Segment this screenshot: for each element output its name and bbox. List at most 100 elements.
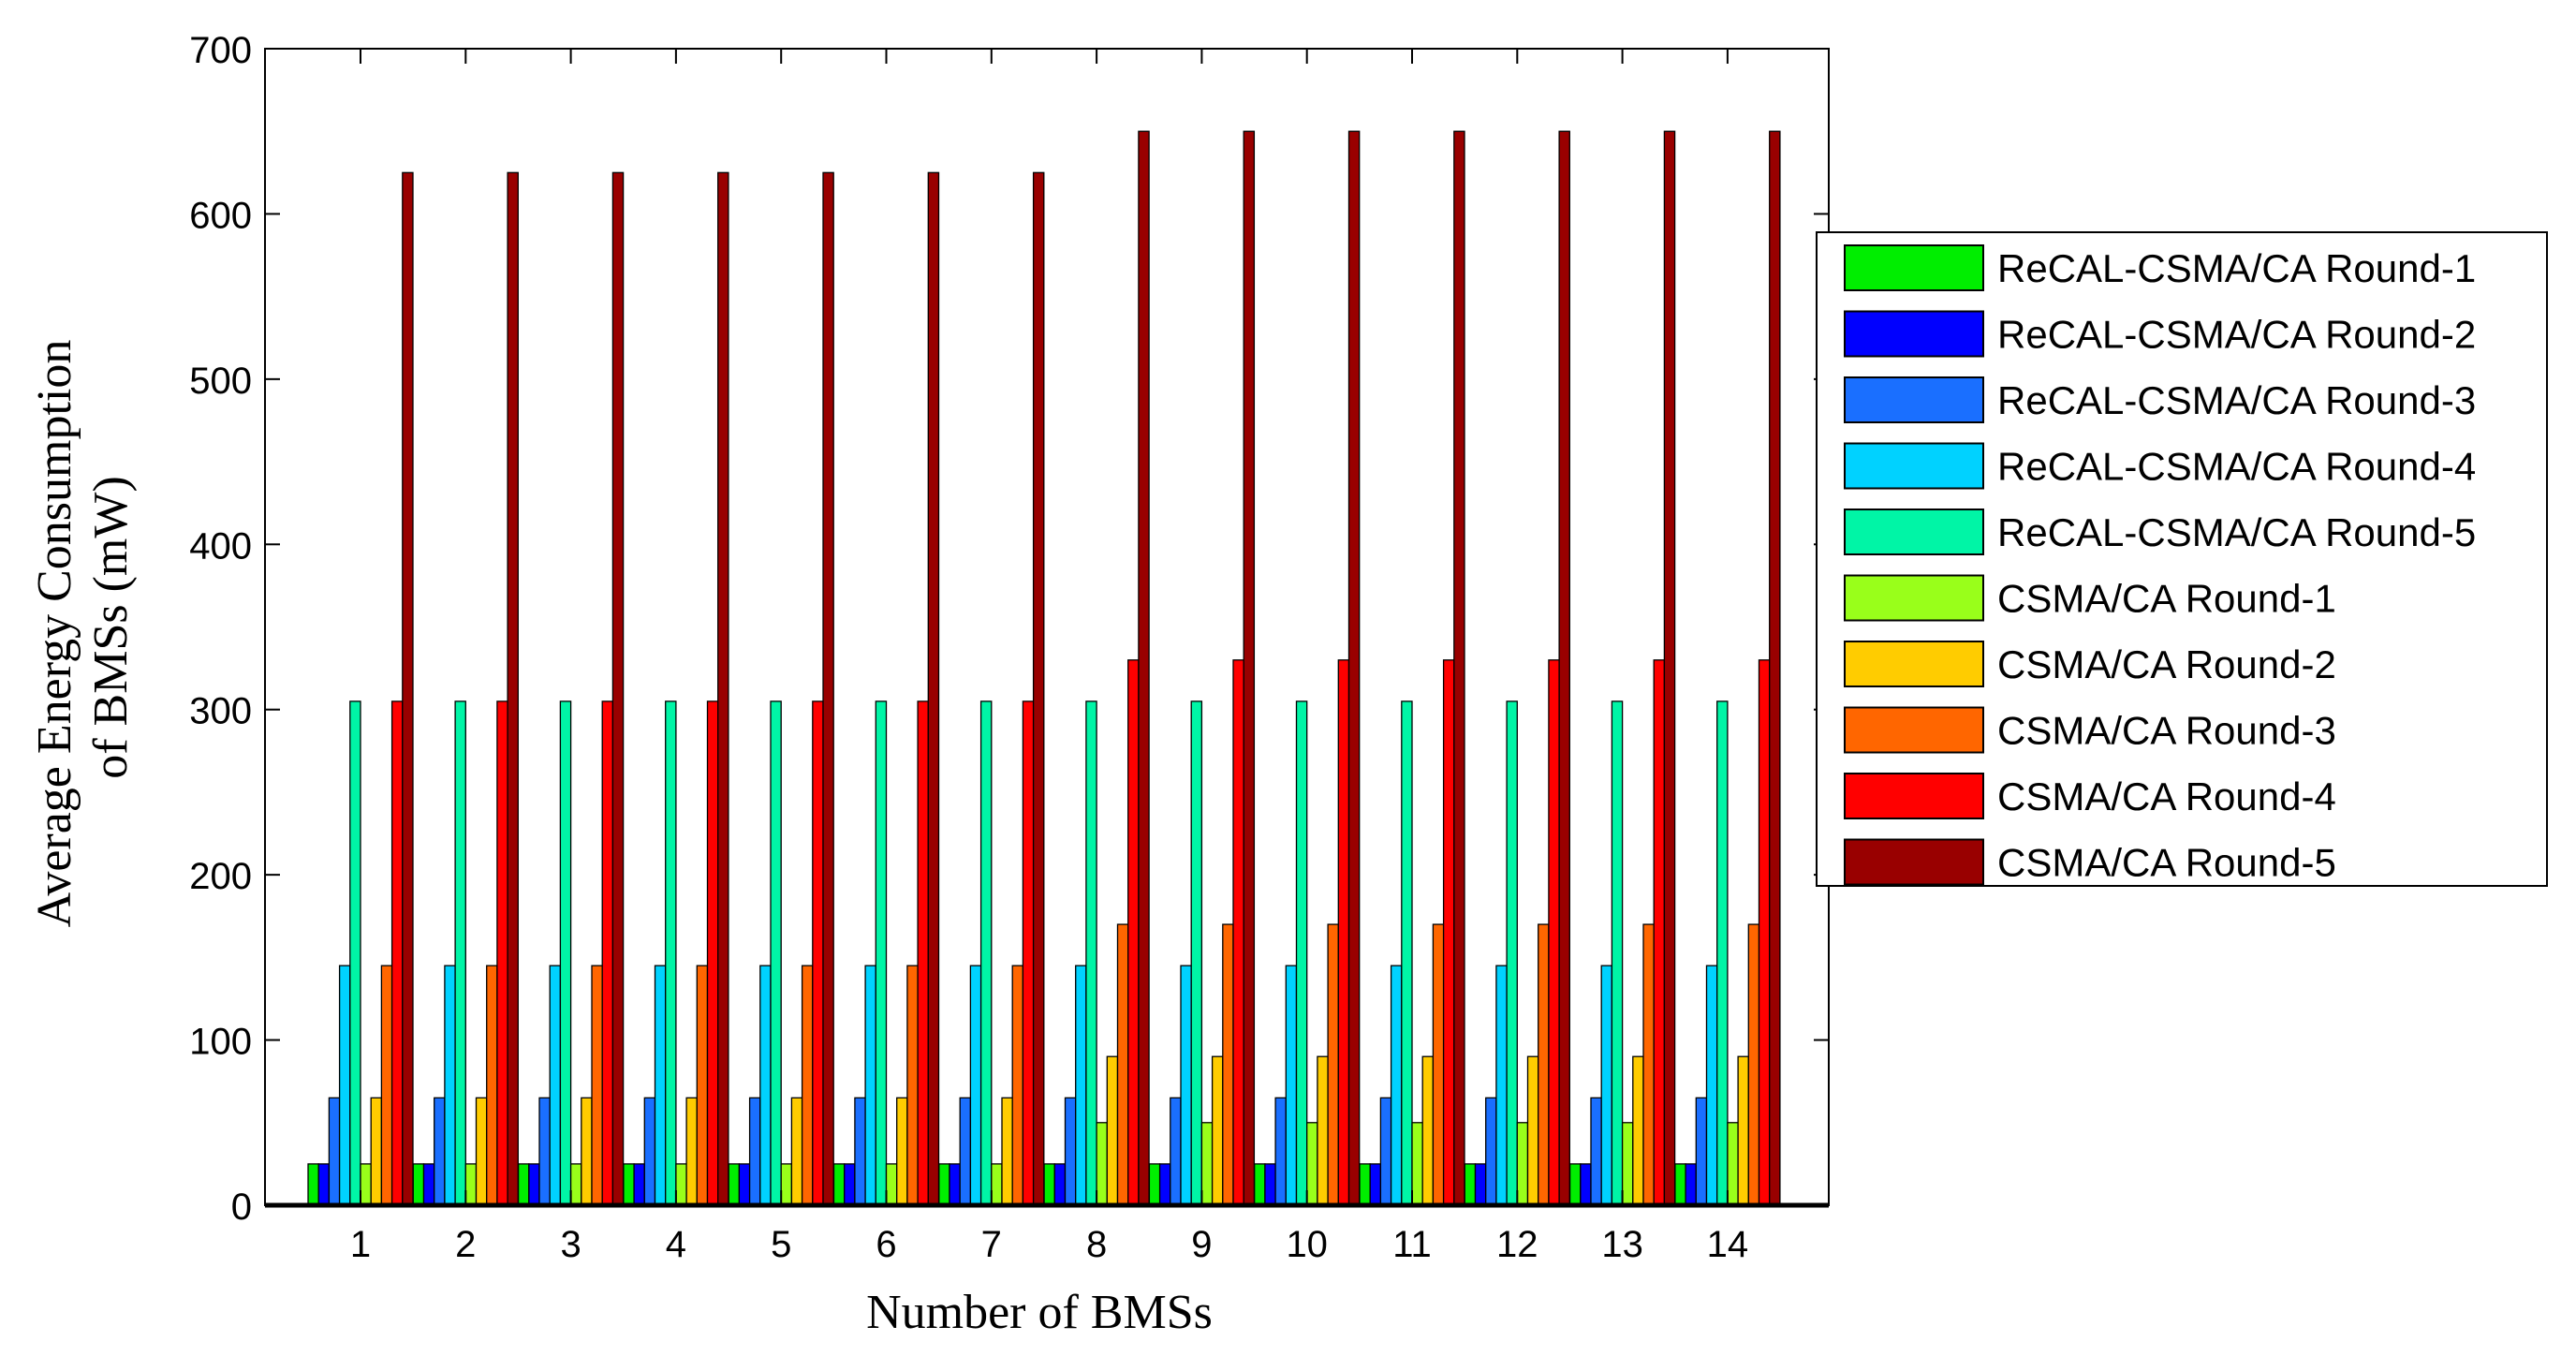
bar bbox=[528, 1163, 540, 1206]
bar bbox=[979, 700, 993, 1206]
bar bbox=[1127, 659, 1140, 1206]
bar bbox=[780, 1163, 793, 1206]
bar bbox=[832, 1163, 846, 1206]
bar bbox=[307, 1163, 319, 1206]
bar-group bbox=[832, 171, 940, 1206]
bar bbox=[1148, 1163, 1161, 1206]
legend-label: CSMA/CA Round-1 bbox=[1997, 577, 2336, 621]
bar bbox=[486, 965, 498, 1206]
bar bbox=[1064, 1097, 1077, 1206]
bar bbox=[1106, 1055, 1119, 1206]
legend-swatch bbox=[1844, 773, 1984, 819]
x-tick-label: 4 bbox=[666, 1224, 686, 1265]
bar bbox=[938, 1163, 950, 1206]
bar bbox=[1158, 1163, 1171, 1206]
x-tick-label: 11 bbox=[1392, 1224, 1432, 1265]
x-tick-label: 5 bbox=[771, 1224, 791, 1265]
legend-label: ReCAL-CSMA/CA Round-4 bbox=[1997, 445, 2476, 489]
x-tick-label: 8 bbox=[1086, 1224, 1107, 1265]
legend-item: CSMA/CA Round-5 bbox=[1844, 838, 2336, 886]
bar bbox=[496, 700, 508, 1206]
bar bbox=[1254, 1163, 1266, 1206]
bar bbox=[464, 1163, 478, 1206]
y-tick-label: 600 bbox=[189, 195, 252, 236]
bar bbox=[611, 171, 625, 1206]
bar bbox=[927, 171, 940, 1206]
bar bbox=[959, 1097, 972, 1206]
legend-item: CSMA/CA Round-1 bbox=[1844, 574, 2336, 622]
bar bbox=[1011, 965, 1024, 1206]
bar bbox=[360, 1163, 372, 1206]
x-tick-label: 9 bbox=[1191, 1224, 1212, 1265]
bar bbox=[685, 1097, 698, 1206]
legend-item: CSMA/CA Round-2 bbox=[1844, 641, 2336, 687]
x-tick-label: 1 bbox=[350, 1224, 371, 1265]
bar bbox=[1737, 1055, 1749, 1206]
bar bbox=[1317, 1055, 1329, 1206]
bar bbox=[1180, 965, 1192, 1206]
legend-item: ReCAL-CSMA/CA Round-4 bbox=[1844, 442, 2476, 490]
legend-swatch bbox=[1844, 641, 1984, 687]
bar bbox=[1096, 1122, 1108, 1206]
bar bbox=[1747, 923, 1760, 1206]
bar-group bbox=[623, 171, 729, 1206]
bar bbox=[969, 965, 982, 1206]
bar-group bbox=[1568, 130, 1676, 1206]
bar bbox=[675, 1163, 687, 1206]
bar bbox=[665, 700, 677, 1206]
bar bbox=[1243, 130, 1256, 1206]
legend-label: ReCAL-CSMA/CA Round-2 bbox=[1997, 313, 2476, 357]
bar bbox=[1337, 659, 1350, 1206]
y-tick-label: 200 bbox=[189, 856, 252, 897]
bar bbox=[949, 1163, 961, 1206]
x-axis-label: Number of BMSs bbox=[866, 1286, 1213, 1339]
bar bbox=[1022, 700, 1035, 1206]
bar bbox=[338, 965, 351, 1206]
bar bbox=[1264, 1163, 1276, 1206]
legend-label: CSMA/CA Round-4 bbox=[1997, 774, 2336, 818]
x-tick-label: 6 bbox=[876, 1224, 896, 1265]
legend-item: CSMA/CA Round-3 bbox=[1844, 706, 2336, 754]
bar bbox=[1590, 1097, 1602, 1206]
bar bbox=[1043, 1163, 1055, 1206]
bar bbox=[1075, 965, 1087, 1206]
bar bbox=[422, 1163, 435, 1206]
bar bbox=[1116, 923, 1129, 1206]
bar bbox=[801, 965, 814, 1206]
bar bbox=[349, 700, 361, 1206]
bar bbox=[864, 965, 876, 1206]
bar bbox=[328, 1097, 341, 1206]
bar bbox=[507, 171, 519, 1206]
bar bbox=[748, 1097, 761, 1206]
bar bbox=[559, 700, 572, 1206]
bar bbox=[717, 171, 729, 1206]
bar bbox=[738, 1163, 751, 1206]
bars-layer bbox=[307, 130, 1781, 1206]
bar bbox=[569, 1163, 582, 1206]
bar bbox=[1295, 700, 1308, 1206]
bar bbox=[1222, 923, 1234, 1206]
legend-swatch bbox=[1844, 508, 1984, 555]
y-axis-label: Average Energy Consumption of BMSs (mW) bbox=[28, 328, 138, 928]
x-tick-label: 7 bbox=[981, 1224, 1002, 1265]
bar bbox=[896, 1097, 908, 1206]
bar bbox=[1474, 1163, 1487, 1206]
bar bbox=[844, 1163, 856, 1206]
bar bbox=[1285, 965, 1298, 1206]
bar bbox=[1421, 1055, 1435, 1206]
bar bbox=[822, 171, 834, 1206]
bar bbox=[1642, 923, 1655, 1206]
bar bbox=[1170, 1097, 1182, 1206]
bar bbox=[1685, 1163, 1697, 1206]
legend: ReCAL-CSMA/CA Round-1 ReCAL-CSMA/CA Round… bbox=[1816, 231, 2548, 887]
bar bbox=[917, 700, 929, 1206]
bar-group bbox=[412, 171, 519, 1206]
bar bbox=[412, 1163, 425, 1206]
bar bbox=[790, 1097, 803, 1206]
x-tick-label: 13 bbox=[1601, 1224, 1643, 1265]
bar bbox=[706, 700, 719, 1206]
bar bbox=[1580, 1163, 1592, 1206]
bar bbox=[1621, 1122, 1634, 1206]
bar bbox=[875, 700, 888, 1206]
